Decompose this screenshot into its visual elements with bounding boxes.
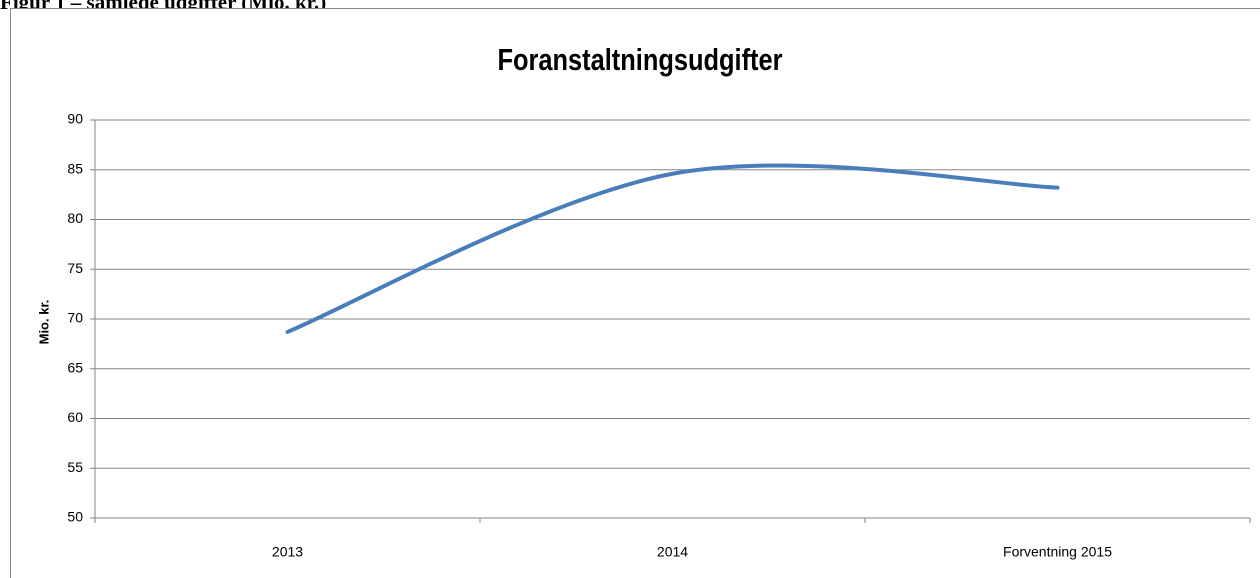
y-tick-label: 50 xyxy=(67,509,83,525)
y-tick-label: 80 xyxy=(67,210,83,226)
x-tick-label: 2013 xyxy=(272,544,303,560)
y-tick-label: 55 xyxy=(67,459,83,475)
x-tick-label: Forventning 2015 xyxy=(1003,544,1112,560)
x-tick-label: 2014 xyxy=(657,544,688,560)
chart-title: Foranstaltningsudgifter xyxy=(497,43,782,78)
y-tick-label: 60 xyxy=(67,409,83,425)
y-tick-label: 65 xyxy=(67,359,83,375)
y-tick-label: 70 xyxy=(67,310,83,326)
data-line xyxy=(285,163,1060,334)
y-axis-label: Mio. kr. xyxy=(36,300,51,345)
y-tick-label: 85 xyxy=(67,160,83,176)
y-tick-label: 90 xyxy=(67,111,83,127)
chart-frame xyxy=(10,8,1260,578)
y-tick-label: 75 xyxy=(67,260,83,276)
